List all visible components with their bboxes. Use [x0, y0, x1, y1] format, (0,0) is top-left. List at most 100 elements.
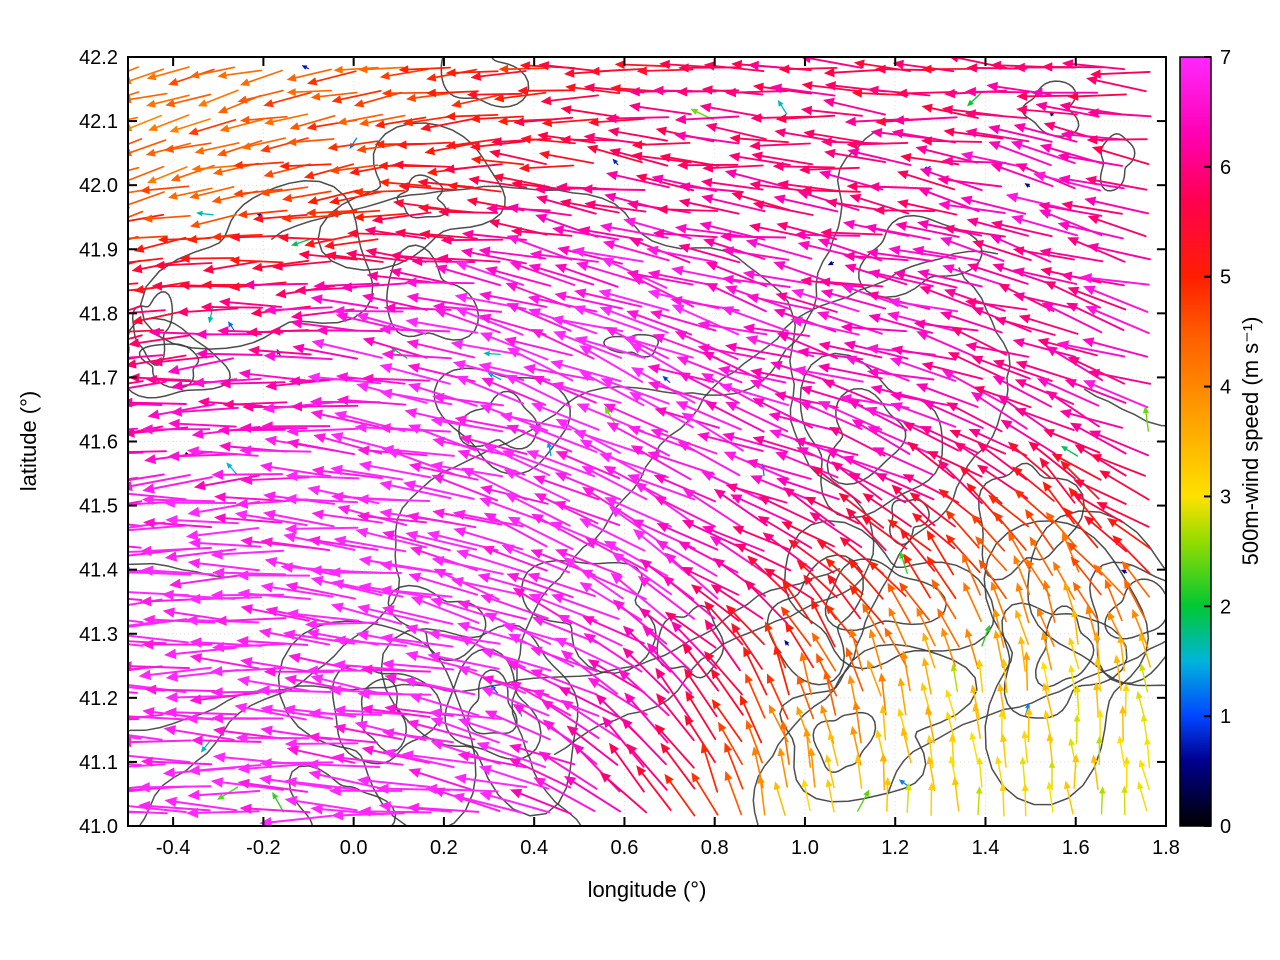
wind-arrow-head	[897, 677, 905, 687]
wind-arrow-shaft	[1092, 341, 1149, 358]
wind-arrow-head	[459, 434, 472, 445]
wind-arrow-shaft	[709, 657, 743, 696]
wind-arrow-shaft	[1073, 616, 1079, 645]
wind-arrow-head	[1057, 152, 1070, 162]
wind-arrow-head	[699, 221, 712, 231]
wind-arrow-head	[356, 630, 369, 641]
wind-arrow-shaft	[489, 794, 551, 814]
wind-arrow-shaft	[928, 289, 980, 311]
wind-arrow-shaft	[1070, 643, 1080, 670]
wind-arrow-shaft	[718, 541, 768, 575]
wind-arrow-head	[772, 161, 784, 172]
wind-arrow-shaft	[538, 298, 598, 313]
wind-arrow-shaft	[241, 161, 284, 166]
wind-arrow-head	[210, 666, 223, 677]
wind-arrow-shaft	[785, 480, 840, 501]
wind-arrow-shaft	[1139, 787, 1148, 812]
wind-arrow-head	[90, 547, 102, 558]
wind-arrow-head	[186, 446, 199, 457]
wind-arrow-head	[703, 61, 715, 71]
wind-arrow-shaft	[261, 259, 310, 269]
wind-arrow-head	[128, 788, 129, 796]
wind-arrow-shaft	[977, 432, 1028, 457]
wind-arrow-shaft	[620, 557, 673, 596]
wind-arrow-shaft	[980, 359, 1031, 380]
wind-arrow-head	[1039, 457, 1050, 469]
wind-arrow-shaft	[615, 426, 670, 457]
wind-arrow-shaft	[365, 531, 428, 549]
wind-arrow-head	[478, 765, 492, 776]
wind-arrow-head	[451, 792, 465, 804]
wind-arrow-head	[508, 758, 522, 768]
wind-arrow-head	[886, 311, 900, 322]
wind-arrow-shaft	[128, 425, 164, 434]
wind-arrow-shaft	[249, 137, 287, 148]
wind-arrow-shaft	[491, 549, 548, 572]
wind-arrow-shaft	[247, 679, 310, 692]
wind-arrow-head	[240, 604, 253, 615]
wind-arrow-head	[217, 71, 227, 80]
wind-arrow-head	[1015, 163, 1028, 173]
wind-arrow-head	[189, 653, 203, 664]
wind-arrow-head	[285, 581, 298, 592]
wind-arrow-head	[358, 555, 372, 567]
wind-arrow-head	[289, 122, 300, 131]
wind-arrow-head	[671, 304, 685, 315]
wind-arrow-head	[674, 331, 688, 341]
wind-arrow-shaft	[583, 433, 644, 455]
wind-arrow-shaft	[658, 384, 716, 405]
wind-arrow-shaft	[785, 613, 812, 647]
wind-arrow-shaft	[801, 292, 860, 313]
wind-arrow-shaft	[1071, 63, 1126, 71]
wind-arrow-head	[69, 716, 81, 726]
wind-arrow-head	[817, 363, 830, 373]
wind-arrow-head	[734, 543, 747, 553]
wind-arrow-shaft	[738, 137, 789, 144]
terrain-contour	[270, 185, 875, 756]
wind-arrow-head	[799, 651, 808, 662]
wind-arrow-head	[845, 647, 854, 658]
wind-arrow-shaft	[1075, 306, 1125, 332]
wind-arrow-head	[750, 113, 762, 123]
wind-arrow-head	[378, 324, 391, 335]
wind-arrow-shaft	[906, 202, 958, 216]
wind-arrow-head	[1016, 105, 1028, 115]
wind-arrow-shaft	[138, 376, 192, 382]
wind-arrow-shaft	[617, 131, 668, 142]
wind-arrow-head	[574, 288, 587, 299]
wind-arrow-head	[374, 140, 385, 149]
wind-arrow-head	[564, 775, 577, 787]
wind-arrow-head	[1094, 657, 1102, 666]
wind-arrow-head	[164, 648, 177, 660]
wind-arrow-head	[581, 184, 593, 194]
wind-arrow-head	[148, 123, 158, 131]
wind-arrow-head	[1008, 531, 1016, 542]
wind-arrow-head	[286, 137, 297, 147]
wind-arrow-head	[504, 492, 518, 503]
wind-arrow-head	[430, 740, 444, 750]
wind-arrow-head	[214, 492, 226, 503]
wind-arrow-shaft	[1026, 94, 1078, 98]
wind-arrow-head	[520, 134, 531, 144]
wind-arrow-head	[1073, 713, 1081, 722]
wind-arrow-head	[631, 519, 645, 529]
wind-arrow-shaft	[241, 188, 283, 195]
wind-arrow-head	[1042, 682, 1050, 691]
y-tick-label: 42.2	[79, 47, 118, 69]
wind-arrow-shaft	[608, 292, 670, 312]
wind-arrow-head	[67, 481, 79, 491]
wind-arrow-head	[305, 208, 316, 217]
wind-arrow-head	[845, 507, 857, 519]
wind-arrow-head	[609, 742, 619, 755]
wind-arrow-head	[766, 673, 775, 684]
wind-arrow-head	[403, 480, 416, 491]
wind-arrow-shaft	[1100, 149, 1150, 166]
wind-arrow-shaft	[711, 197, 766, 213]
wind-arrow-shaft	[479, 140, 526, 148]
wind-arrow-head	[239, 423, 252, 433]
wind-arrow-head	[1096, 736, 1103, 744]
wind-arrow-shaft	[227, 118, 264, 130]
wind-arrow-head	[530, 669, 543, 679]
wind-arrow-head	[128, 359, 137, 369]
